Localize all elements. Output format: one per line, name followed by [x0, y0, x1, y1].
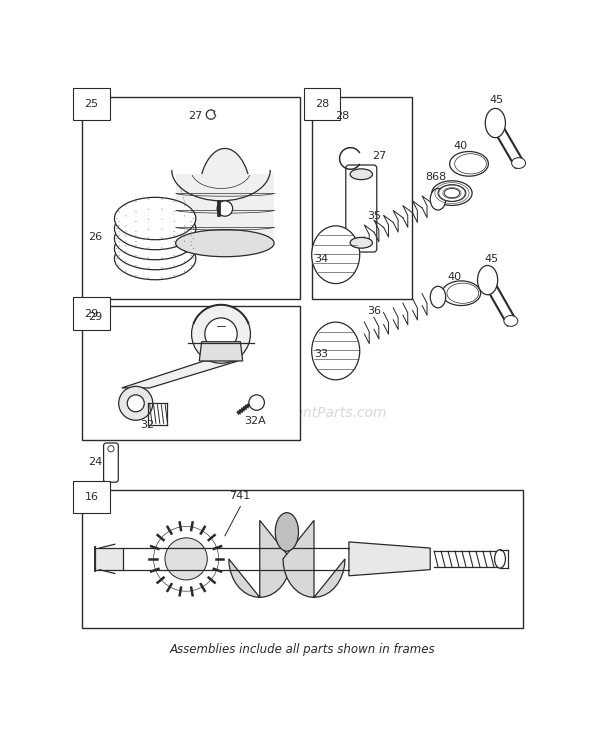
Ellipse shape [312, 322, 360, 380]
Ellipse shape [312, 226, 360, 284]
Polygon shape [96, 548, 123, 570]
Bar [81, 490, 523, 628]
Ellipse shape [494, 550, 506, 568]
Ellipse shape [176, 230, 274, 257]
Circle shape [217, 201, 232, 216]
Ellipse shape [477, 265, 498, 295]
Circle shape [153, 527, 219, 591]
Text: 34: 34 [314, 254, 328, 265]
Ellipse shape [447, 283, 478, 303]
Text: 741: 741 [229, 491, 250, 501]
Polygon shape [229, 520, 291, 597]
Text: 25: 25 [84, 99, 99, 109]
Text: 35: 35 [367, 210, 381, 221]
Polygon shape [283, 520, 345, 597]
Polygon shape [176, 174, 274, 243]
Ellipse shape [450, 152, 489, 176]
Ellipse shape [464, 160, 477, 168]
Text: Assemblies include all parts shown in frames: Assemblies include all parts shown in fr… [169, 643, 435, 656]
Text: 28: 28 [335, 111, 349, 120]
Text: 32A: 32A [244, 416, 266, 426]
Ellipse shape [459, 157, 482, 171]
Circle shape [108, 446, 114, 452]
Text: 27: 27 [372, 151, 386, 160]
Ellipse shape [512, 158, 526, 169]
Text: 29: 29 [84, 308, 99, 319]
Text: 32: 32 [140, 420, 155, 430]
Circle shape [165, 538, 207, 580]
Ellipse shape [114, 207, 196, 250]
Ellipse shape [451, 286, 474, 301]
Ellipse shape [350, 169, 372, 180]
Bar [81, 306, 300, 440]
Ellipse shape [430, 286, 446, 308]
Text: eReplacementParts.com: eReplacementParts.com [218, 406, 387, 420]
Text: 33: 33 [314, 349, 328, 359]
Ellipse shape [444, 189, 460, 198]
Text: 36: 36 [367, 306, 381, 316]
Bar [81, 97, 300, 299]
Text: 40: 40 [454, 141, 468, 152]
FancyBboxPatch shape [104, 443, 119, 482]
Ellipse shape [114, 218, 196, 260]
Text: 26: 26 [88, 232, 102, 241]
Text: 28: 28 [315, 99, 329, 109]
Ellipse shape [455, 154, 486, 174]
Ellipse shape [114, 198, 196, 240]
Ellipse shape [432, 181, 472, 205]
Ellipse shape [350, 237, 372, 248]
Circle shape [249, 395, 264, 410]
Bar [312, 97, 412, 299]
FancyBboxPatch shape [346, 165, 377, 252]
Ellipse shape [504, 316, 518, 326]
Text: 40: 40 [447, 272, 461, 282]
Text: 45: 45 [489, 95, 503, 105]
Text: 24: 24 [88, 457, 102, 467]
Circle shape [205, 318, 237, 350]
Text: 29: 29 [88, 313, 102, 322]
Ellipse shape [430, 189, 446, 210]
Text: 27: 27 [188, 111, 203, 120]
Text: 16: 16 [84, 492, 99, 502]
Text: 45: 45 [484, 254, 499, 265]
Text: 868: 868 [425, 172, 446, 182]
Polygon shape [349, 542, 430, 576]
Circle shape [127, 395, 145, 412]
Ellipse shape [485, 108, 506, 137]
Circle shape [192, 305, 250, 363]
Ellipse shape [198, 149, 252, 253]
Ellipse shape [438, 185, 466, 201]
Circle shape [119, 386, 153, 421]
Ellipse shape [442, 281, 481, 305]
Ellipse shape [456, 289, 470, 297]
Polygon shape [199, 342, 242, 361]
Ellipse shape [114, 227, 196, 270]
Polygon shape [122, 361, 238, 388]
Ellipse shape [276, 513, 299, 551]
Ellipse shape [114, 237, 196, 279]
